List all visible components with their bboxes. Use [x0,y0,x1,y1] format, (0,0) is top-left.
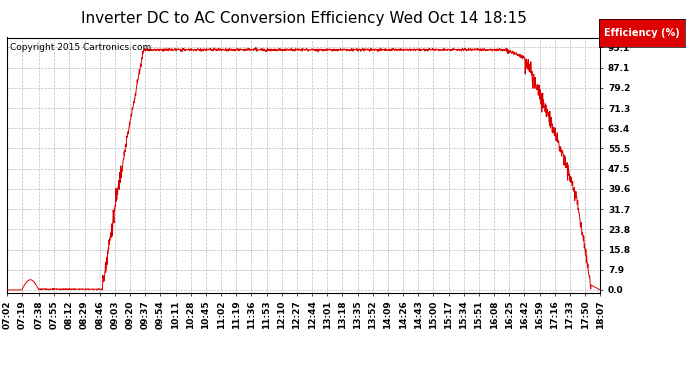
Text: Inverter DC to AC Conversion Efficiency Wed Oct 14 18:15: Inverter DC to AC Conversion Efficiency … [81,11,526,26]
Text: Efficiency (%): Efficiency (%) [604,28,680,38]
Text: Copyright 2015 Cartronics.com: Copyright 2015 Cartronics.com [10,43,151,52]
